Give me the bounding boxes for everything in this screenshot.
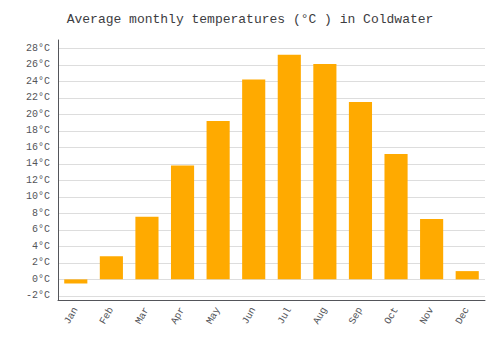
svg-text:10°C: 10°C <box>26 191 50 202</box>
svg-text:Aug: Aug <box>311 305 330 326</box>
svg-text:Jan: Jan <box>62 305 81 326</box>
svg-text:Nov: Nov <box>418 305 437 326</box>
svg-text:16°C: 16°C <box>26 142 50 153</box>
svg-text:Feb: Feb <box>98 305 117 326</box>
svg-text:2°C: 2°C <box>32 257 50 268</box>
svg-text:22°C: 22°C <box>26 92 50 103</box>
svg-text:Oct: Oct <box>382 305 401 326</box>
svg-text:Sep: Sep <box>347 305 366 326</box>
svg-text:28°C: 28°C <box>26 43 50 54</box>
svg-text:14°C: 14°C <box>26 158 50 169</box>
svg-text:20°C: 20°C <box>26 109 50 120</box>
svg-text:24°C: 24°C <box>26 76 50 87</box>
svg-text:-2°C: -2°C <box>26 290 50 301</box>
svg-text:4°C: 4°C <box>32 241 50 252</box>
svg-text:26°C: 26°C <box>26 59 50 70</box>
svg-text:6°C: 6°C <box>32 224 50 235</box>
svg-text:Average monthly temperatures (: Average monthly temperatures (°C ) in Co… <box>67 12 434 27</box>
svg-text:18°C: 18°C <box>26 125 50 136</box>
svg-text:8°C: 8°C <box>32 208 50 219</box>
svg-text:Dec: Dec <box>453 305 472 326</box>
svg-text:Mar: Mar <box>133 305 152 326</box>
svg-text:Apr: Apr <box>169 305 188 326</box>
svg-text:May: May <box>204 305 223 326</box>
svg-text:Jul: Jul <box>276 305 295 326</box>
svg-text:0°C: 0°C <box>32 274 50 285</box>
svg-text:12°C: 12°C <box>26 175 50 186</box>
svg-text:Jun: Jun <box>240 305 259 326</box>
